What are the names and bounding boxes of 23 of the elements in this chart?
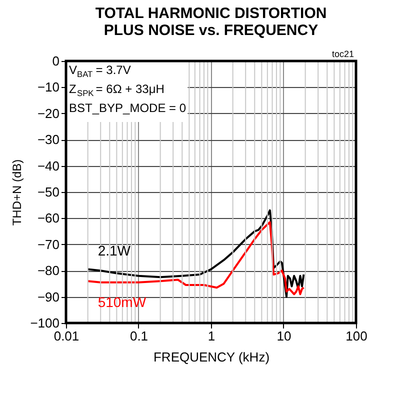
y-tick-label: −20: [37, 106, 60, 121]
x-tick-label: 10: [276, 328, 292, 344]
y-tick-label: 0: [52, 54, 60, 68]
annotation: BST_BYP_MODE = 0: [69, 101, 186, 115]
y-tick-label: −80: [37, 263, 60, 278]
x-tick-label: 1: [208, 328, 216, 344]
y-tick-label: −50: [37, 184, 60, 200]
y-tick-label: −100: [30, 316, 60, 330]
y-tick-label: −70: [37, 236, 60, 252]
x-axis-title: FREQUENCY (kHz): [153, 350, 270, 364]
y-tick-label: −10: [37, 80, 60, 95]
x-tick-label: 0.01: [54, 328, 80, 344]
y-axis-title: THD+N (dB): [10, 159, 24, 226]
series-label: 2.1W: [98, 242, 132, 258]
y-tick-label: −60: [37, 210, 60, 226]
y-tick-label: −40: [37, 158, 60, 174]
y-tick-label: −90: [37, 289, 60, 304]
x-tick-label: 100: [346, 328, 368, 344]
text: toc21: [332, 49, 354, 59]
y-tick-label: −30: [37, 132, 60, 148]
x-tick-label: 0.1: [130, 328, 148, 344]
series-label: 510mW: [98, 294, 147, 310]
chart-title: TOTAL HARMONIC DISTORTION PLUS NOISE vs. FREQUENCY: [95, 5, 327, 39]
